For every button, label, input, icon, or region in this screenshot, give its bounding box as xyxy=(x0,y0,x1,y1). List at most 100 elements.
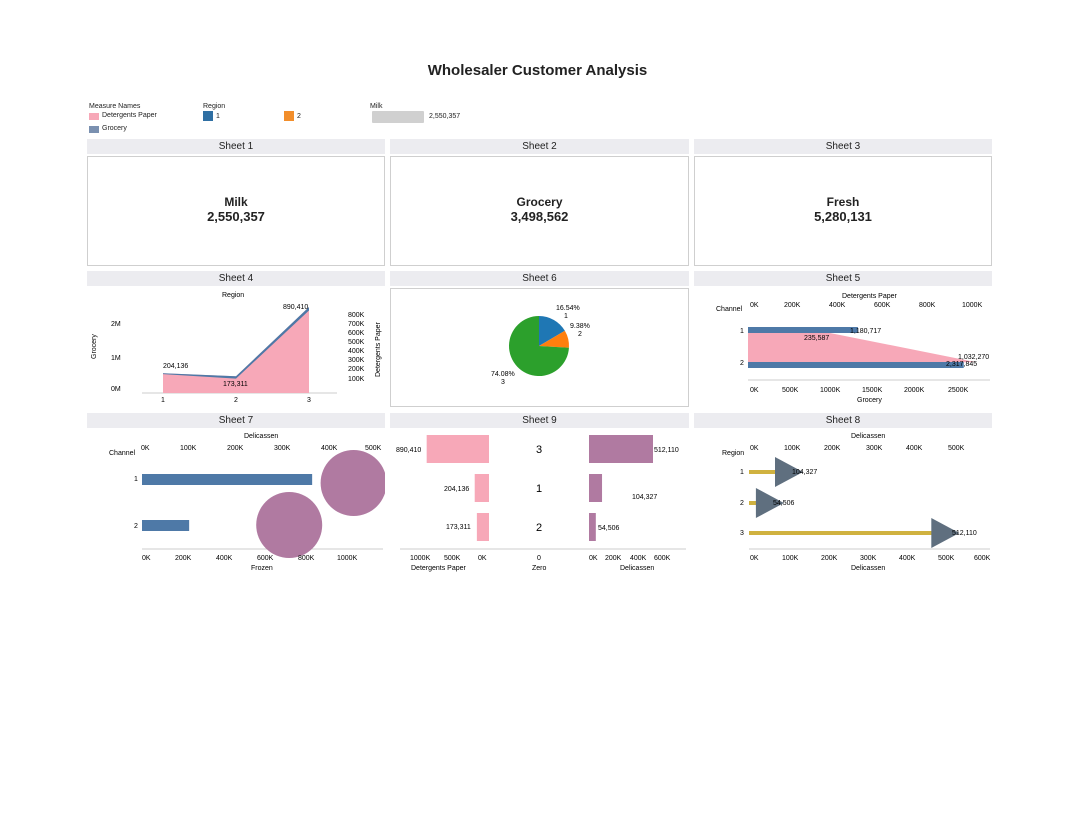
sheet3-header: Sheet 3 xyxy=(694,139,992,154)
s6-label-region-3: 3 xyxy=(501,379,505,386)
sheet7-chart: Delicassen Channel 0K 100K 200K 300K 400… xyxy=(109,433,385,572)
s4-left-label: Grocery xyxy=(91,334,98,359)
s8-btick-6: 600K xyxy=(974,555,991,562)
s5-ttick-3: 600K xyxy=(874,302,891,309)
sheet1-header: Sheet 1 xyxy=(87,139,385,154)
s6-label-pct-1: 16.54% xyxy=(556,305,580,312)
s4-xtick-3: 3 xyxy=(307,397,311,404)
s4-ytick-1m: 1M xyxy=(111,355,121,362)
s8-btick-4: 400K xyxy=(899,555,916,562)
sheet6-panel xyxy=(390,288,689,407)
s4-y2tick-500k: 500K xyxy=(348,339,365,346)
s9-row-2: 2 xyxy=(536,522,542,534)
s9-left-label-3: 890,410 xyxy=(396,447,421,454)
s8-btick-0: 0K xyxy=(750,555,759,562)
s4-label-204k: 204,136 xyxy=(163,363,188,370)
sheet2-panel: Grocery 3,498,562 xyxy=(390,156,689,266)
legend-milk-value: 2,550,357 xyxy=(429,113,461,120)
s7-ttick-4: 400K xyxy=(321,445,338,452)
s5-ttick-4: 800K xyxy=(919,302,936,309)
legend-milk-title: Milk xyxy=(370,103,383,110)
sheet1-panel: Milk 2,550,357 xyxy=(87,156,385,266)
s9-right-label-3: 512,110 xyxy=(654,447,679,454)
s4-y2tick-400k: 400K xyxy=(348,348,365,355)
kpi-grocery-label: Grocery xyxy=(516,195,563,209)
s7-bar-frozen-2 xyxy=(142,520,190,531)
s9-bar-detergents-3 xyxy=(426,435,489,463)
s9-mid-label: Zero xyxy=(532,565,547,572)
s6-label-pct-3: 74.08% xyxy=(491,371,515,378)
s9-row-3: 3 xyxy=(536,444,542,456)
s8-bar-1 xyxy=(749,470,789,474)
s7-row-2: 2 xyxy=(134,523,138,530)
sheet7-header: Sheet 7 xyxy=(87,413,385,428)
s8-top-label: Delicassen xyxy=(851,433,885,440)
s8-ttick-0: 0K xyxy=(750,445,759,452)
s4-label-173k: 173,311 xyxy=(223,381,248,388)
s8-ttick-2: 200K xyxy=(824,445,841,452)
s9-rtick-0: 0K xyxy=(589,555,598,562)
s8-btick-1: 100K xyxy=(782,555,799,562)
s7-btick-4: 800K xyxy=(298,555,315,562)
sheet3-panel: Fresh 5,280,131 xyxy=(694,156,992,266)
s5-row-1: 1 xyxy=(740,328,744,335)
s5-ttick-0: 0K xyxy=(750,302,759,309)
s5-ttick-5: 1000K xyxy=(962,302,983,309)
s4-y2tick-700k: 700K xyxy=(348,321,365,328)
s8-ttick-5: 500K xyxy=(948,445,965,452)
s9-bar-delicassen-2 xyxy=(589,513,596,541)
s8-row-3: 3 xyxy=(740,530,744,537)
kpi-fresh-label: Fresh xyxy=(826,195,860,209)
sheet9-chart: 890,410 204,136 173,311 3 1 2 512,110 10… xyxy=(396,435,686,572)
s5-bar-grocery-2 xyxy=(748,362,964,368)
s7-btick-2: 400K xyxy=(216,555,233,562)
s8-triangle-1 xyxy=(774,457,803,487)
s9-bar-delicassen-1 xyxy=(589,474,603,502)
s8-label-3: 512,110 xyxy=(952,530,977,537)
s4-y2tick-800k: 800K xyxy=(348,312,365,319)
legend-measure-names-title: Measure Names xyxy=(89,103,141,110)
s7-ttick-1: 100K xyxy=(180,445,197,452)
s8-triangle-2 xyxy=(755,488,784,518)
s4-y2tick-300k: 300K xyxy=(348,357,365,364)
legend-swatch-region-1 xyxy=(203,111,213,121)
s6-slice-2 xyxy=(539,330,569,348)
s8-bar-3 xyxy=(749,531,946,535)
s7-top-label: Delicassen xyxy=(244,433,278,440)
s9-bar-detergents-2 xyxy=(476,513,489,541)
s5-row-2: 2 xyxy=(740,360,744,367)
s8-bottom-label: Delicassen xyxy=(851,565,885,572)
s5-ttick-1: 200K xyxy=(784,302,801,309)
s5-btick-2: 1000K xyxy=(820,387,841,394)
s7-row-1: 1 xyxy=(134,476,138,483)
s4-y2tick-100k: 100K xyxy=(348,376,365,383)
s6-label-pct-2: 9.38% xyxy=(570,323,590,330)
s4-y2tick-200k: 200K xyxy=(348,366,365,373)
s5-label-detergents-1: 235,587 xyxy=(804,335,829,342)
s9-right-label-2: 54,506 xyxy=(598,525,620,532)
s4-ytick-2m: 2M xyxy=(111,321,121,328)
s6-slice-3 xyxy=(509,316,569,376)
sheet5-chart: Detergents Paper Channel 0K 200K 400K 60… xyxy=(716,293,990,404)
s5-ttick-2: 400K xyxy=(829,302,846,309)
s5-btick-0: 0K xyxy=(750,387,759,394)
sheet9-header: Sheet 9 xyxy=(390,413,689,428)
s9-rtick-3: 600K xyxy=(654,555,671,562)
s5-label-detergents-2: 1,032,270 xyxy=(958,354,989,361)
s7-ttick-0: 0K xyxy=(141,445,150,452)
s9-rtick-2: 400K xyxy=(630,555,647,562)
s8-btick-2: 200K xyxy=(821,555,838,562)
s5-btick-5: 2500K xyxy=(948,387,969,394)
kpi-milk-value: 2,550,357 xyxy=(207,209,265,224)
s5-label-grocery-1: 1,180,717 xyxy=(850,328,881,335)
sheet5-header: Sheet 5 xyxy=(694,271,992,286)
legend-region-title: Region xyxy=(203,103,226,110)
s4-top-label: Region xyxy=(222,292,244,299)
s4-label-890k: 890,410 xyxy=(283,304,308,311)
legend-label-region-1: 1 xyxy=(216,113,220,120)
s9-ltick-1: 500K xyxy=(444,555,461,562)
s9-mtick-0: 0 xyxy=(537,555,541,562)
sheet6-header: Sheet 6 xyxy=(390,271,689,286)
s8-ttick-1: 100K xyxy=(784,445,801,452)
s9-left-label-1: 204,136 xyxy=(444,486,469,493)
